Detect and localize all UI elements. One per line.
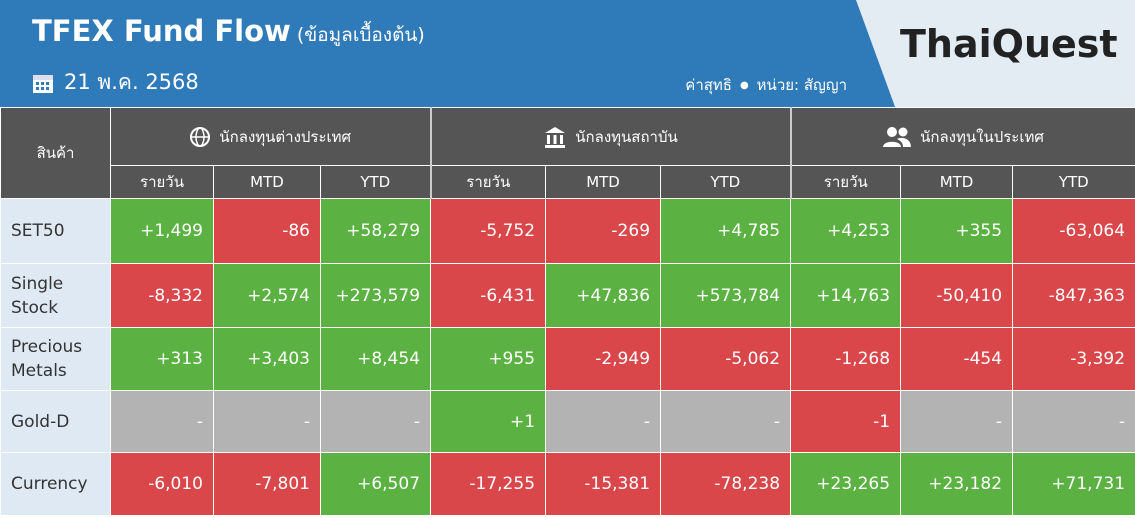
table-row: SET50 +1,499 -86 +58,279 -5,752 -269 +4,785 +4,… [0,198,1135,264]
investor-group: นักลงทุนในประเทศ [790,107,1135,166]
flow-cell: +1,499 [110,198,214,264]
flow-cell: -8,332 [110,263,214,328]
calendar-icon [33,74,53,93]
flow-cell: -1 [790,390,902,453]
flow-cell: -1,268 [790,327,902,391]
period-header: รายวัน [430,165,547,199]
flow-cell: +273,579 [319,263,432,328]
flow-cell: +355 [900,198,1014,264]
fund-flow-table: สินค้า นักลงทุนต่างประเทศ นักลงทุนสถาบัน นั… [0,107,1135,516]
building-icon [545,127,566,148]
product-name: Currency [0,452,111,516]
product-name: Precious Metals [0,327,111,391]
flow-cell: +8,454 [319,327,432,391]
flow-cell: -454 [900,327,1014,391]
period-header: MTD [545,165,662,199]
flow-cell: +3,403 [213,327,321,391]
flow-cell: - [110,390,214,453]
flow-cell: - [900,390,1014,453]
group-label: นักลงทุนในประเทศ [920,127,1044,146]
product-header: สินค้า [0,107,111,199]
flow-cell: +573,784 [660,263,792,328]
flow-cell: +6,507 [319,452,432,516]
flow-cell: -50,410 [900,263,1014,328]
title: TFEX Fund Flow [32,14,291,48]
title-block: TFEX Fund Flow (ข้อมูลเบื้องต้น) [32,14,425,50]
flow-cell: - [213,390,321,453]
flow-cell: -5,062 [660,327,792,391]
flow-cell: -78,238 [660,452,792,516]
date-row: 21 พ.ค. 2568 [32,66,199,99]
unit: หน่วย: สัญญา [756,76,847,94]
flow-cell: -63,064 [1012,198,1135,264]
logo-panel [856,0,1135,107]
flow-cell: +2,574 [213,263,321,328]
product-name: Gold-D [0,390,111,453]
period-header: MTD [213,165,321,199]
unit-row: ค่าสุทธิ ● หน่วย: สัญญา [685,73,847,97]
flow-cell: -86 [213,198,321,264]
flow-cell: +4,785 [660,198,792,264]
investor-group: นักลงทุนสถาบัน [430,107,792,166]
date: 21 พ.ค. 2568 [64,70,199,94]
period-header: YTD [660,165,792,199]
table-row: Precious Metals +313 +3,403 +8,454 +955 -2,94… [0,327,1135,391]
flow-cell: -269 [545,198,662,264]
group-label: นักลงทุนสถาบัน [575,127,678,146]
flow-cell: -6,010 [110,452,214,516]
period-header: YTD [1012,165,1135,199]
flow-cell: +14,763 [790,263,902,328]
table-row: Currency -6,010 -7,801 +6,507 -17,255 -15,381… [0,452,1135,516]
flow-cell: +23,182 [900,452,1014,516]
flow-cell: - [319,390,432,453]
bullet: ● [739,79,749,91]
flow-cell: +4,253 [790,198,902,264]
product-name: SET50 [0,198,111,264]
subtitle: (ข้อมูลเบื้องต้น) [296,24,425,46]
group-label: นักลงทุนต่างประเทศ [219,127,352,146]
period-header: YTD [319,165,432,199]
flow-cell: +1 [430,390,547,453]
people-icon [883,127,912,147]
flow-cell: -15,381 [545,452,662,516]
table-row: Single Stock -8,332 +2,574 +273,579 -6,431 +4… [0,263,1135,328]
flow-cell: - [660,390,792,453]
flow-cell: +71,731 [1012,452,1135,516]
flow-cell: +313 [110,327,214,391]
flow-cell: -2,949 [545,327,662,391]
logo: ThaiQuest [900,22,1118,66]
flow-cell: -17,255 [430,452,547,516]
net-label: ค่าสุทธิ [685,76,732,94]
product-name: Single Stock [0,263,111,328]
table-row: Gold-D - - - +1- - -1- - [0,390,1135,453]
flow-cell: - [545,390,662,453]
period-header: รายวัน [110,165,214,199]
period-header: รายวัน [790,165,902,199]
flow-cell: -7,801 [213,452,321,516]
investor-group: นักลงทุนต่างประเทศ [109,107,432,166]
flow-cell: -847,363 [1012,263,1135,328]
flow-cell: +23,265 [790,452,902,516]
flow-cell: -5,752 [430,198,547,264]
flow-cell: +58,279 [319,198,432,264]
flow-cell: +955 [430,327,547,391]
flow-cell: - [1012,390,1135,453]
flow-cell: -6,431 [430,263,547,328]
flow-cell: -3,392 [1012,327,1135,391]
period-header: MTD [900,165,1014,199]
flow-cell: +47,836 [545,263,662,328]
globe-icon [190,127,211,147]
